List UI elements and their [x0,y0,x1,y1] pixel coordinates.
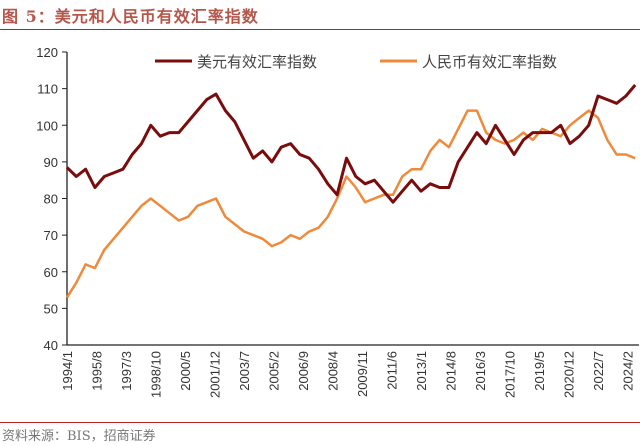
x-tick-label: 2001/12 [207,351,222,398]
series-line-0 [65,84,637,204]
y-tick-label: 120 [36,45,58,60]
x-tick-label: 2019/5 [532,351,547,391]
y-tick-label: 70 [44,228,58,243]
source-divider [0,422,640,423]
y-tick-label: 80 [44,192,58,207]
legend-label: 美元有效汇率指数 [197,53,317,71]
x-tick-label: 1995/8 [89,351,104,391]
x-tick-label: 2005/2 [266,351,281,391]
x-tick-label: 2013/1 [414,351,429,391]
y-tick-label: 90 [44,155,58,170]
x-tick-label: 2009/11 [355,351,370,397]
x-tick-label: 2016/3 [473,351,488,391]
x-tick-label: 1997/3 [119,351,134,391]
x-tick-label: 2008/4 [325,351,340,391]
y-tick-label: 110 [37,82,58,97]
y-tick-label: 100 [36,118,58,133]
x-tick-label: 2003/7 [237,351,252,391]
y-tick-label: 60 [44,265,58,280]
title-divider [0,29,640,30]
x-tick-label: 1998/10 [148,351,163,398]
x-tick-label: 2006/9 [296,351,311,391]
x-tick-label: 2020/12 [561,351,576,398]
x-tick-label: 2000/5 [178,351,193,391]
x-tick-label: 2014/8 [443,351,458,391]
y-tick-label: 40 [44,338,58,353]
source-note: 资料来源：BIS，招商证券 [2,429,156,444]
y-tick-label: 50 [44,301,58,316]
legend-label: 人民币有效汇率指数 [422,53,557,71]
series-line-1 [65,109,636,299]
x-tick-label: 2024/2 [620,351,635,391]
figure-title: 图 5：美元和人民币有效汇率指数 [2,7,259,26]
x-tick-label: 2011/6 [384,351,399,390]
x-tick-label: 1994/1 [60,351,75,391]
x-tick-label: 2022/7 [591,351,606,391]
x-tick-label: 2017/10 [502,351,517,398]
